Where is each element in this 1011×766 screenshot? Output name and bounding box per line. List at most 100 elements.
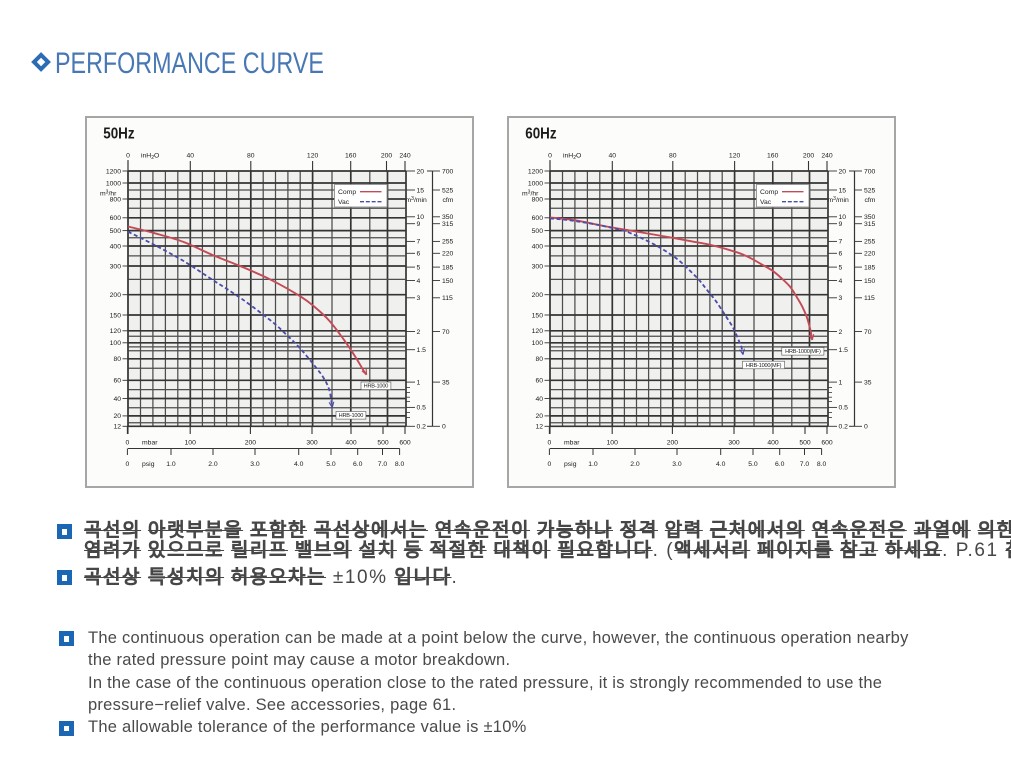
svg-text:Vac: Vac [338,199,350,206]
svg-text:300: 300 [306,440,318,447]
svg-text:m3/hr: m3/hr [522,190,539,198]
svg-text:3: 3 [839,295,843,302]
svg-text:0: 0 [126,440,130,447]
svg-text:160: 160 [345,153,357,160]
svg-text:255: 255 [442,239,454,246]
svg-text:4.0: 4.0 [294,461,304,468]
svg-text:1: 1 [839,379,843,386]
svg-text:20: 20 [113,413,121,420]
svg-text:115: 115 [442,295,453,302]
svg-text:Comp: Comp [760,189,778,196]
svg-text:0.5: 0.5 [417,405,427,412]
svg-text:6.0: 6.0 [353,461,363,468]
svg-text:15: 15 [417,187,425,194]
svg-text:20: 20 [417,168,425,175]
svg-text:5: 5 [839,264,843,271]
svg-text:350: 350 [442,214,454,221]
svg-text:3: 3 [417,295,421,302]
svg-text:200: 200 [245,440,257,447]
svg-text:500: 500 [799,440,811,447]
svg-text:psig: psig [142,461,155,468]
svg-text:0: 0 [548,461,552,468]
svg-text:400: 400 [345,440,357,447]
svg-text:200: 200 [381,153,393,160]
svg-text:100: 100 [532,340,544,347]
svg-text:10: 10 [839,214,847,221]
svg-text:220: 220 [442,251,454,258]
svg-text:150: 150 [110,312,122,319]
svg-text:700: 700 [864,168,876,175]
svg-text:35: 35 [864,379,872,386]
svg-text:60: 60 [113,378,121,385]
svg-text:5.0: 5.0 [748,461,758,468]
svg-text:80: 80 [535,356,543,363]
svg-text:10: 10 [417,214,425,221]
svg-text:300: 300 [532,263,544,270]
svg-text:inH2O: inH2O [141,153,159,162]
svg-text:150: 150 [864,278,876,285]
svg-text:psig: psig [564,461,577,468]
svg-text:220: 220 [864,251,876,258]
svg-text:HRB-1000: HRB-1000 [339,413,364,419]
svg-text:150: 150 [532,312,544,319]
svg-text:1: 1 [417,379,421,386]
svg-text:185: 185 [442,264,454,271]
svg-text:m3/min: m3/min [406,196,428,204]
svg-text:350: 350 [864,214,876,221]
svg-text:255: 255 [864,239,876,246]
svg-text:1.5: 1.5 [417,347,427,354]
svg-text:200: 200 [667,440,679,447]
svg-text:185: 185 [864,264,876,271]
svg-text:500: 500 [110,228,122,235]
svg-text:2.0: 2.0 [208,461,218,468]
svg-text:cfm: cfm [443,197,454,204]
svg-text:0: 0 [442,424,446,431]
svg-text:240: 240 [821,153,833,160]
svg-text:HRB-1000(MF): HRB-1000(MF) [746,363,782,369]
svg-text:600: 600 [532,215,544,222]
svg-text:60Hz: 60Hz [525,125,556,142]
svg-text:0.2: 0.2 [839,424,849,431]
svg-text:400: 400 [767,440,779,447]
svg-text:0: 0 [864,424,868,431]
svg-text:20: 20 [839,168,847,175]
svg-text:HRB-1000: HRB-1000 [364,384,389,390]
svg-text:Comp: Comp [338,189,356,196]
svg-text:1.5: 1.5 [839,347,849,354]
svg-text:2: 2 [839,329,843,336]
svg-text:600: 600 [110,215,122,222]
svg-text:115: 115 [864,295,875,302]
svg-text:6.0: 6.0 [775,461,785,468]
svg-text:4: 4 [839,278,843,285]
svg-text:mbar: mbar [142,440,158,447]
svg-text:300: 300 [110,263,122,270]
svg-text:3.0: 3.0 [250,461,260,468]
svg-text:120: 120 [532,328,544,335]
svg-text:100: 100 [607,440,619,447]
svg-text:315: 315 [442,221,454,228]
svg-text:80: 80 [247,153,255,160]
svg-text:6: 6 [417,251,421,258]
svg-text:HRB-1000(MF): HRB-1000(MF) [785,349,821,355]
svg-text:0.5: 0.5 [839,405,849,412]
svg-text:60: 60 [535,378,543,385]
svg-text:1.0: 1.0 [588,461,598,468]
svg-text:80: 80 [113,356,121,363]
svg-text:4: 4 [417,278,421,285]
svg-text:mbar: mbar [564,440,580,447]
svg-text:7: 7 [839,239,843,246]
svg-text:600: 600 [821,440,833,447]
svg-text:400: 400 [110,243,122,250]
svg-text:2.0: 2.0 [630,461,640,468]
svg-text:70: 70 [442,329,450,336]
svg-text:15: 15 [839,187,847,194]
svg-text:8.0: 8.0 [817,461,827,468]
svg-text:0: 0 [548,153,552,160]
svg-text:1200: 1200 [106,168,121,175]
svg-text:100: 100 [185,440,197,447]
svg-text:7: 7 [417,239,421,246]
svg-text:120: 120 [110,328,122,335]
svg-text:m3/min: m3/min [828,196,850,204]
svg-text:40: 40 [113,396,121,403]
svg-text:9: 9 [417,221,421,228]
